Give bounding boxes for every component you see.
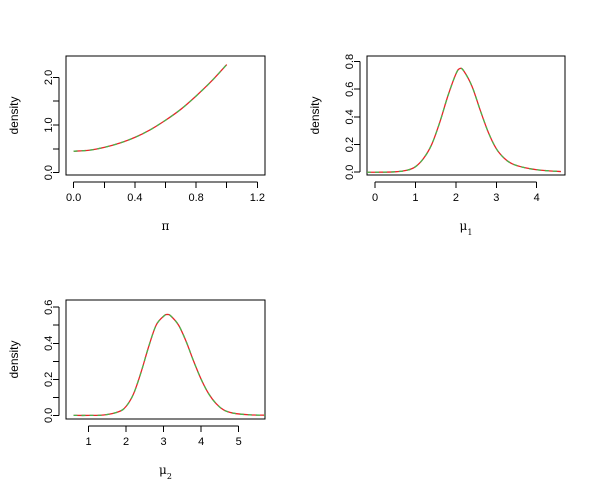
x-tick-label: 4 — [534, 192, 540, 204]
density-curve-dashed — [73, 64, 228, 152]
plot-frame — [366, 55, 566, 176]
y-tick-label: 0.0 — [344, 165, 356, 180]
y-axis-label: density — [7, 96, 21, 134]
x-tick-label: 5 — [236, 436, 242, 448]
x-tick-label: 0.0 — [66, 192, 81, 204]
y-tick-label: 0.6 — [344, 82, 356, 97]
x-tick-label: 0 — [372, 192, 378, 204]
x-tick-label: 2 — [453, 192, 459, 204]
x-axis-label: μ1 — [460, 219, 473, 237]
y-tick-label: 0.0 — [43, 165, 55, 180]
y-tick-label: 2.0 — [43, 70, 55, 85]
panel-3: 1 2 3 4 5 0.0 0.2 0.4 0.6 μ2 density — [7, 299, 266, 481]
y-tick-label: 0.6 — [43, 300, 55, 315]
x-tick-label: 3 — [493, 192, 499, 204]
panel-1: 0.0 0.4 0.8 1.2 0.0 1.0 2.0 π density — [7, 55, 266, 233]
density-curve-dashed — [73, 313, 265, 417]
x-axis-label-subscript: 2 — [167, 472, 172, 481]
y-tick-label: 0.0 — [43, 408, 55, 423]
y-tick-label: 0.4 — [344, 109, 356, 124]
y-tick-label: 1.0 — [43, 117, 55, 132]
x-axis-label: μ2 — [159, 463, 172, 481]
y-tick-label: 0.4 — [43, 336, 55, 351]
x-tick-label: 2 — [123, 436, 129, 448]
x-tick-label: 0.4 — [127, 192, 142, 204]
x-axis-label: π — [162, 219, 170, 233]
density-curve-dashed — [367, 67, 561, 173]
y-tick-label: 0.8 — [344, 54, 356, 69]
density-curve-solid — [73, 313, 265, 417]
plot-frame — [65, 299, 266, 420]
y-tick-label: 0.2 — [43, 372, 55, 387]
x-tick-label: 1.2 — [250, 192, 265, 204]
x-tick-label: 1 — [85, 436, 91, 448]
x-tick-label: 4 — [198, 436, 204, 448]
x-tick-label: 3 — [161, 436, 167, 448]
plot-frame — [65, 55, 266, 176]
density-curve-solid — [367, 67, 561, 173]
x-tick-label: 1 — [412, 192, 418, 204]
x-axis-label-subscript: 1 — [467, 228, 472, 237]
panel-2: 0 1 2 3 4 0.0 0.2 0.4 0.6 0.8 μ1 density — [308, 54, 566, 237]
y-axis-label: density — [308, 96, 322, 134]
y-tick-label: 0.2 — [344, 137, 356, 152]
y-axis-label: density — [7, 340, 21, 378]
x-tick-label: 0.8 — [188, 192, 203, 204]
density-curve-solid — [73, 64, 228, 152]
